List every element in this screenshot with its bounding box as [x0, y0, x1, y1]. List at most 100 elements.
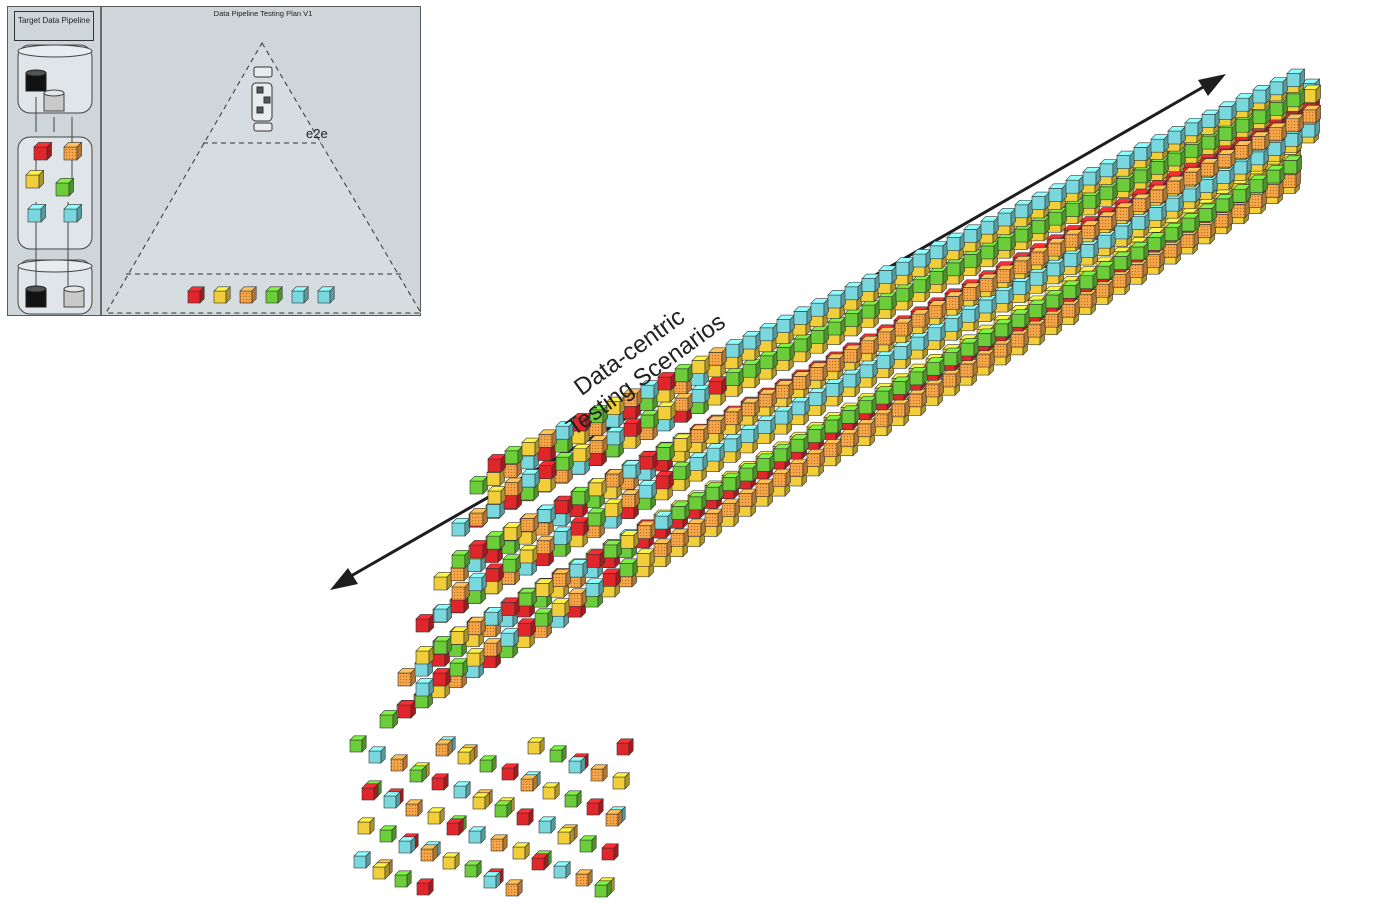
scenario-cube: [487, 485, 507, 505]
scenario-cube: [738, 488, 758, 508]
scenario-cube: [741, 397, 761, 417]
e2e-pipeline-icon: [251, 66, 273, 132]
scenario-cube: [861, 299, 881, 319]
scenario-cube: [1014, 199, 1034, 219]
scenario-cube: [1095, 278, 1115, 298]
scenario-cube: [469, 475, 489, 495]
scenario-cube: [894, 317, 914, 337]
scenario-cube: [841, 405, 861, 425]
scenario-cube-scatter: [398, 836, 416, 854]
scenario-cube: [538, 460, 558, 480]
scenario-cube: [705, 481, 725, 501]
scenario-cube: [1081, 220, 1101, 240]
scenario-cube: [673, 433, 693, 453]
scenario-cube: [909, 366, 929, 386]
scenario-cube-scatter: [357, 817, 375, 835]
scenario-cube: [1064, 228, 1084, 248]
scenario-cube: [689, 452, 709, 472]
scenario-cube: [1183, 166, 1203, 186]
scenario-cube: [810, 297, 830, 317]
scenario-cube: [1283, 155, 1303, 175]
database-icon-source-a: [25, 69, 47, 92]
scenario-cube: [606, 426, 626, 446]
scenario-cube: [1099, 158, 1119, 178]
scenario-cube: [415, 677, 435, 697]
scenario-cube-scatter: [457, 747, 475, 765]
scenario-cube: [379, 709, 399, 729]
scenario-cube-scatter: [564, 790, 582, 808]
scenario-cube: [1198, 203, 1218, 223]
scenario-cube: [859, 359, 879, 379]
scenario-cube: [997, 207, 1017, 227]
scenario-cube: [945, 291, 965, 311]
scenario-cube-scatter: [379, 825, 397, 843]
scenario-cube-scatter: [394, 870, 412, 888]
scenario-cube: [1065, 198, 1085, 218]
scenario-cube: [993, 338, 1013, 358]
scenario-cube: [807, 424, 827, 444]
scenario-cube: [1164, 222, 1184, 242]
scenario-cube: [826, 353, 846, 373]
scenario-cube: [994, 318, 1014, 338]
legend-cube-0: [187, 286, 205, 304]
scenario-cube: [1048, 206, 1068, 226]
stage-cube-4: [27, 203, 47, 223]
scenario-cube: [1079, 270, 1099, 290]
scenario-cube: [654, 510, 674, 530]
scenario-cube: [1114, 220, 1134, 240]
scenario-cube: [1099, 181, 1119, 201]
scenario-cube: [570, 516, 590, 536]
scenario-cube: [674, 392, 694, 412]
scenario-cube: [1252, 84, 1272, 104]
scenario-cube: [742, 358, 762, 378]
scenario-cube: [397, 699, 417, 719]
scenario-cube: [809, 362, 829, 382]
scenario-cube: [638, 479, 658, 499]
scenario-cube: [793, 306, 813, 326]
scenario-cube: [980, 215, 1000, 235]
scenario-cube-scatter: [453, 781, 471, 799]
scenario-cube: [620, 529, 640, 549]
scenario-cube: [555, 451, 575, 471]
scenario-cube: [960, 337, 980, 357]
e2e-label: e2e: [306, 126, 328, 141]
scenario-cube: [1098, 211, 1118, 231]
scenario-cube-scatter: [605, 809, 623, 827]
scenario-cube: [1097, 229, 1117, 249]
scenario-cube: [963, 249, 983, 269]
scenario-cube: [1048, 183, 1068, 203]
scenario-cube-scatter: [594, 880, 612, 898]
scenario-cube: [995, 285, 1015, 305]
scenario-cube: [929, 240, 949, 260]
scenario-cube: [674, 363, 694, 383]
scenario-cube: [739, 462, 759, 482]
scenario-cube-scatter: [472, 792, 490, 810]
scenario-cube: [825, 378, 845, 398]
scenario-cube-scatter: [409, 765, 427, 783]
scenario-cube: [519, 544, 539, 564]
scenario-cube: [977, 328, 997, 348]
scenario-cube: [589, 435, 609, 455]
scenario-cube-scatter: [349, 735, 367, 753]
scenario-cube: [878, 291, 898, 311]
scenario-cube: [572, 443, 592, 463]
scenario-cube: [1130, 241, 1150, 261]
scenario-cube: [469, 507, 489, 527]
scenario-cube: [553, 526, 573, 546]
scenario-cube: [451, 517, 471, 537]
scenario-cube: [551, 597, 571, 617]
scenario-cube-scatter: [390, 754, 408, 772]
scenario-cube-scatter: [568, 756, 586, 774]
scenario-cube: [1302, 84, 1322, 104]
scenario-cube: [961, 303, 981, 323]
scenario-cube: [755, 478, 775, 498]
scenario-cube: [589, 404, 609, 424]
scenario-cube: [1167, 125, 1187, 145]
scenario-cube: [877, 326, 897, 346]
scenario-cube: [978, 294, 998, 314]
scenario-cube: [415, 613, 435, 633]
scenario-cube: [1010, 328, 1030, 348]
scenario-cube: [827, 289, 847, 309]
scenario-cube: [1031, 215, 1051, 235]
scenario-cube: [725, 338, 745, 358]
